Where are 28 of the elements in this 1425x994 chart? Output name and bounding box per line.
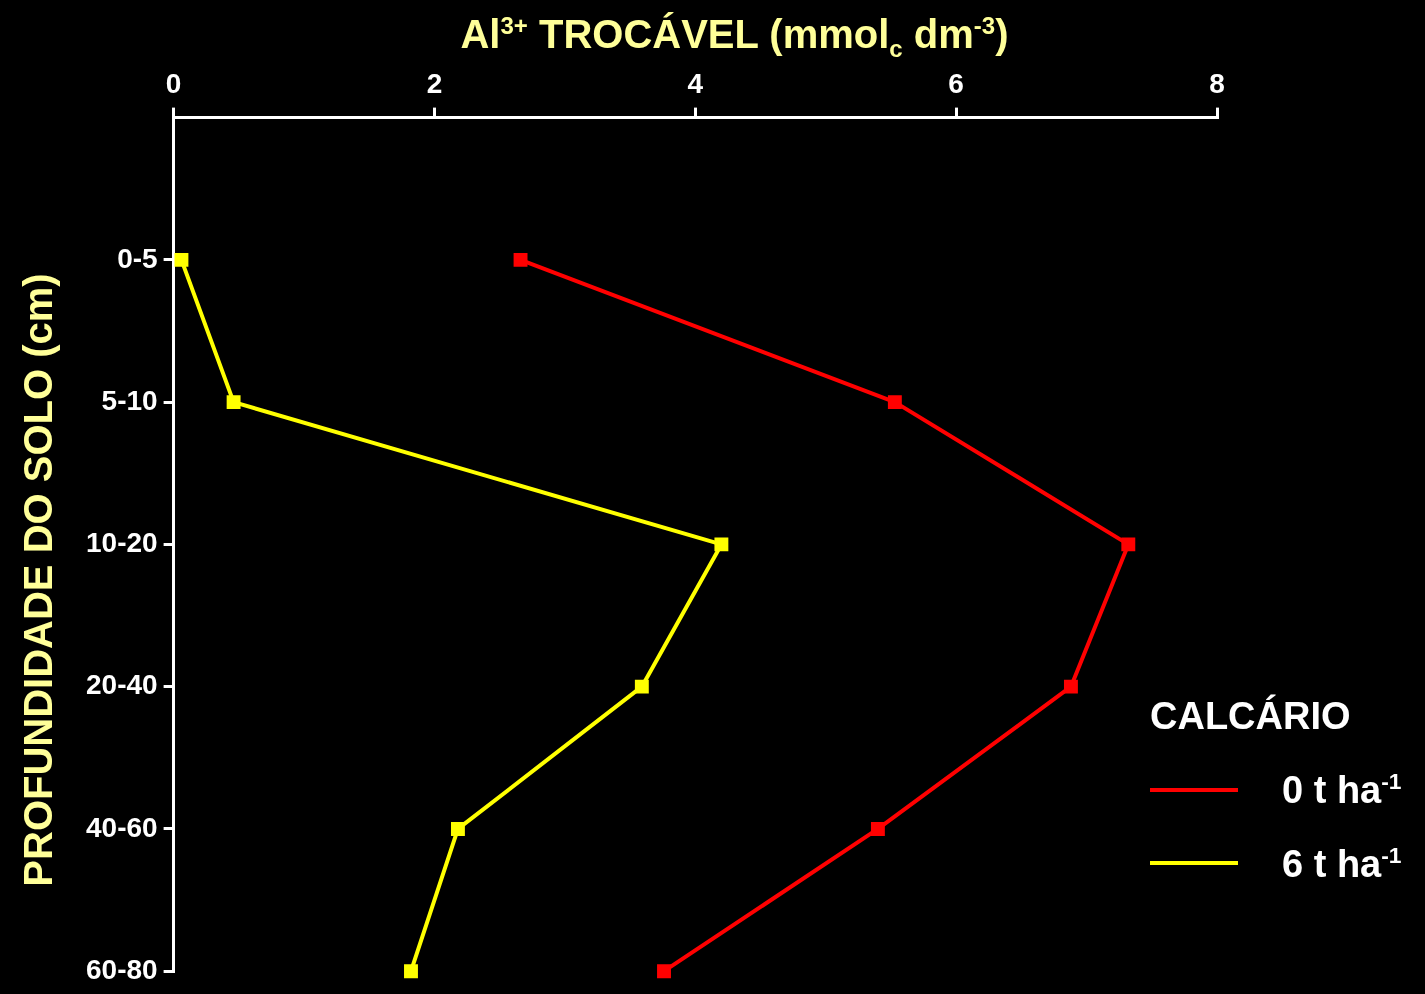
point — [887, 395, 902, 410]
x-tick-label: 4 — [687, 67, 704, 99]
x-tick-label: 0 — [165, 67, 182, 99]
point — [404, 964, 418, 979]
point — [174, 252, 189, 267]
point — [870, 821, 885, 836]
y-tick-label: 60-80 — [85, 953, 158, 985]
y-tick-label: 10-20 — [85, 527, 158, 559]
point — [1121, 537, 1136, 552]
y-tick-label: 20-40 — [85, 669, 158, 701]
point — [1063, 679, 1078, 694]
legend-label: 0 t ha$^{-1}$ — [1282, 768, 1402, 812]
legend-title: CALCÁRIO — [1150, 695, 1352, 738]
point — [226, 395, 241, 410]
point — [657, 964, 671, 979]
x-tick-label: 6 — [948, 67, 964, 99]
x-tick-label: 2 — [426, 67, 443, 99]
x-axis-title: Al$^{3+}$ TROCÁVEL (mmol$_{c}$ dm$^{-3}$) — [459, 12, 1010, 64]
y-tick-label: 40-60 — [85, 811, 158, 843]
point — [634, 679, 649, 694]
x-tick-label: 8 — [1209, 67, 1225, 99]
point — [450, 821, 465, 836]
y-axis-title: PROFUNDIDADE DO SOLO (cm) — [15, 273, 61, 887]
y-tick-label: 5-10 — [101, 384, 158, 416]
point — [714, 537, 729, 552]
y-tick-label: 0-5 — [117, 242, 158, 274]
point — [513, 252, 528, 267]
legend-label: 6 t ha$^{-1}$ — [1282, 841, 1402, 886]
